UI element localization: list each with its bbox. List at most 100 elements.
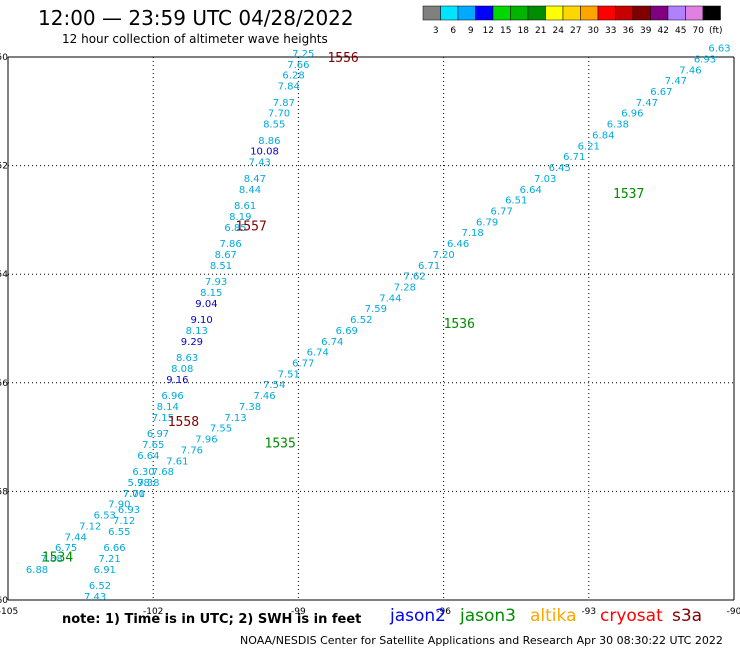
colorbar-swatch	[615, 5, 634, 21]
colorbar-swatch	[527, 5, 546, 21]
swh-value: 6.28	[282, 71, 304, 82]
pass-number: 1558	[168, 415, 199, 430]
colorbar-tick: 21	[535, 26, 546, 36]
swh-value: 7.38	[239, 402, 261, 413]
swh-value: 7.46	[253, 391, 275, 402]
swh-value: 6.77	[491, 206, 513, 217]
swh-value: 7.51	[278, 369, 300, 380]
satellite-label: s3a	[672, 606, 703, 626]
swh-value: 7.65	[142, 440, 164, 451]
plot-grid	[8, 57, 734, 600]
swh-value: 7.15	[152, 413, 174, 424]
swh-value: 6.85	[224, 223, 246, 234]
axis-ticks: -105 -102 -99 -96 -93 -90 -50 -52 -54 -56 -58 -60	[0, 53, 740, 617]
colorbar-tick: 36	[623, 26, 635, 36]
swh-value: 7.47	[665, 76, 687, 87]
colorbar-swatch	[580, 5, 599, 21]
swh-value: 7.70	[268, 109, 290, 120]
swh-value: 6.93	[118, 505, 140, 516]
swh-value: 7.54	[263, 380, 285, 391]
colorbar-swatch	[422, 5, 441, 21]
swh-value: 8.15	[200, 288, 222, 299]
satellite-label: jason3	[460, 606, 516, 626]
swh-value: 7.13	[224, 413, 246, 424]
swh-value: 8.08	[171, 364, 193, 375]
colorbar-tick: 27	[570, 26, 581, 36]
swh-value: 6.52	[89, 581, 111, 592]
swh-value: 9.04	[195, 299, 217, 310]
swh-value: 6.71	[418, 261, 440, 272]
chart-title: 12:00 — 23:59 UTC 04/28/2022	[38, 6, 354, 30]
colorbar-tick: 9	[468, 26, 474, 36]
swh-value: 9.10	[190, 315, 212, 326]
pass-number: 1556	[327, 51, 358, 66]
colorbar-swatch	[457, 5, 476, 21]
colorbar-swatch	[597, 5, 616, 21]
swh-value: 6.66	[103, 543, 125, 554]
colorbar-tick: 18	[518, 26, 530, 36]
colorbar-tick: 15	[500, 26, 511, 36]
colorbar-swatch	[667, 5, 686, 21]
swh-value: 7.62	[403, 272, 425, 283]
data-points: 7.257.666.287.847.877.708.558.8610.087.4…	[26, 44, 731, 603]
colorbar-tick: (ft)	[709, 26, 723, 36]
swh-value: 6.79	[476, 217, 498, 228]
x-tick-label: -90	[727, 607, 740, 617]
swh-value: 7.12	[113, 516, 135, 527]
swh-value: 6.64	[520, 185, 542, 196]
pass-number: 1536	[444, 317, 475, 332]
swh-value: 7.76	[181, 445, 203, 456]
swh-value: 6.93	[694, 54, 716, 65]
colorbar-tick: 3	[433, 26, 439, 36]
colorbar-tick: 24	[553, 26, 565, 36]
colorbar-tick: 45	[675, 26, 686, 36]
swh-value: 8.14	[157, 402, 179, 413]
swh-value: 8.86	[258, 136, 280, 147]
swh-value: 6.74	[321, 337, 343, 348]
swh-value: 7.21	[99, 554, 121, 565]
pass-number: 1537	[613, 187, 644, 202]
colorbar-swatch	[702, 5, 721, 21]
satellite-label: cryosat	[600, 606, 663, 626]
swh-value: 8.44	[239, 185, 261, 196]
swh-value: 7.46	[679, 65, 701, 76]
y-tick-label: -54	[0, 270, 8, 280]
swh-value: 9.16	[166, 375, 188, 386]
swh-value: 6.69	[336, 326, 358, 337]
colorbar-tick: 12	[483, 26, 494, 36]
swh-value: 6.52	[350, 315, 372, 326]
swh-value: 6.74	[307, 348, 329, 359]
colorbar-tick: 6	[450, 26, 456, 36]
swh-value: 7.96	[195, 435, 217, 446]
swh-value: 6.77	[292, 359, 314, 370]
swh-value: 8.61	[234, 201, 256, 212]
swh-value: 6.75	[55, 543, 77, 554]
swh-value: 7.03	[534, 174, 556, 185]
swh-value: 6.38	[607, 120, 629, 131]
swh-value: 7.68	[152, 467, 174, 478]
swh-value: 8.47	[244, 174, 266, 185]
swh-value: 7.93	[205, 277, 227, 288]
swh-value: 8.63	[176, 353, 198, 364]
y-tick-label: -50	[0, 53, 8, 63]
satellite-label: jason2	[390, 606, 446, 626]
swh-value: 7.68	[40, 554, 62, 565]
swh-value: 6.30	[132, 467, 154, 478]
swh-value: 6.84	[592, 130, 614, 141]
colorbar-swatch	[685, 5, 704, 21]
swh-value: 6.67	[650, 87, 672, 98]
swh-value: 6.97	[147, 429, 169, 440]
x-tick-label: -99	[291, 607, 306, 617]
y-tick-label: -52	[0, 162, 8, 172]
swh-value: 7.38	[137, 478, 159, 489]
colorbar-swatch	[475, 5, 494, 21]
x-tick-label: -105	[0, 607, 18, 617]
swh-value: 6.46	[447, 239, 469, 250]
swh-value: 5.98	[128, 478, 150, 489]
footer-credit: NOAA/NESDIS Center for Satellite Applica…	[240, 634, 723, 647]
swh-value: 7.84	[278, 82, 300, 93]
swh-value: 6.64	[137, 451, 159, 462]
swh-value: 7.87	[273, 98, 295, 109]
colorbar-tick: 42	[658, 26, 669, 36]
swh-value: 6.96	[621, 109, 643, 120]
